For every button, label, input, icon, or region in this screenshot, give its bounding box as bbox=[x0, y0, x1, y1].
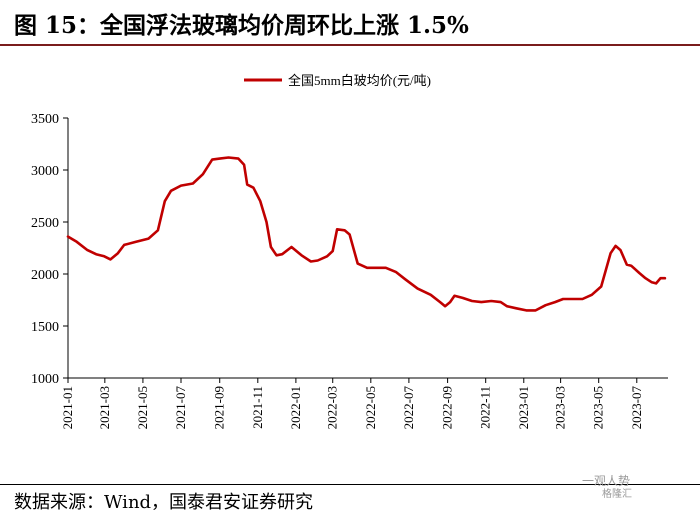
page-title: 图 15：全国浮法玻璃均价周环比上涨 1.5% bbox=[14, 12, 469, 39]
x-tick-label: 2023-07 bbox=[629, 386, 644, 430]
series-layer bbox=[66, 156, 667, 312]
y-axis: 1000 1500 2000 2500 3000 3500 bbox=[31, 112, 69, 387]
y-tick-label: 3500 bbox=[31, 112, 59, 127]
series-line bbox=[66, 156, 667, 312]
y-tick-label: 2000 bbox=[31, 268, 59, 283]
source-note: 数据来源：Wind，国泰君安证券研究 bbox=[14, 492, 314, 513]
watermark-line2: 格隆汇 bbox=[602, 489, 632, 500]
x-tick-label: 2022-03 bbox=[325, 386, 340, 429]
x-tick-label: 2023-03 bbox=[553, 386, 568, 429]
x-tick-label: 2021-03 bbox=[97, 386, 112, 429]
y-tick-label: 2500 bbox=[31, 216, 59, 231]
x-tick-label: 2023-01 bbox=[516, 386, 531, 429]
title-divider bbox=[0, 44, 700, 46]
y-tick-label: 1000 bbox=[31, 372, 59, 387]
x-tick-label: 2023-05 bbox=[591, 386, 606, 429]
x-tick-label: 2022-11 bbox=[478, 386, 493, 429]
x-tick-label: 2021-01 bbox=[60, 386, 75, 429]
x-tick-label: 2021-05 bbox=[135, 386, 150, 429]
x-tick-label: 2022-05 bbox=[363, 386, 378, 429]
x-tick-label: 2021-09 bbox=[212, 386, 227, 429]
legend-label: 全国5mm白玻均价(元/吨) bbox=[288, 73, 431, 88]
line-chart: 全国5mm白玻均价(元/吨) 100015002000250030003500 … bbox=[31, 73, 668, 430]
chart-legend: 全国5mm白玻均价(元/吨) bbox=[244, 73, 431, 88]
x-tick-label: 2022-09 bbox=[440, 386, 455, 429]
x-tick-label: 2022-01 bbox=[288, 386, 303, 429]
watermark-line1: 一观人势 bbox=[582, 474, 631, 488]
footer-divider bbox=[0, 484, 700, 485]
x-tick-label: 2021-07 bbox=[173, 386, 188, 430]
watermark: 一观人势 格隆汇 bbox=[582, 474, 632, 502]
y-tick-label: 3000 bbox=[31, 164, 59, 179]
x-tick-label: 2021-11 bbox=[250, 386, 265, 429]
x-tick-label: 2022-07 bbox=[401, 386, 416, 430]
y-tick-label: 1500 bbox=[31, 320, 59, 335]
x-axis: 2021-01 2021-03 2021-05 2021-07 2021-09 2021-… bbox=[60, 377, 668, 430]
